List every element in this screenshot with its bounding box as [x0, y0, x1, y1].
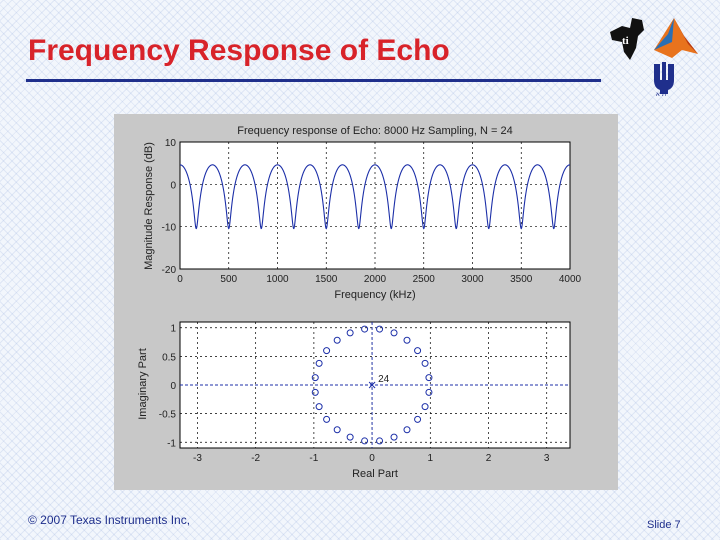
zero-marker	[333, 336, 341, 344]
magnitude-chart-title: Frequency response of Echo: 8000 Hz Samp…	[237, 125, 512, 137]
logo-group: ti ת"א	[610, 18, 698, 96]
zero-marker	[376, 437, 384, 445]
pole-zero-grid: -3 -2 -1 0 1 2 3 1 0.5 0 -0.5 -1	[159, 322, 570, 464]
footer-slide-number: Slide 7	[647, 519, 681, 531]
pole-zero-x-axis-label: Real Part	[352, 468, 398, 480]
magnitude-plot-area	[179, 141, 571, 270]
magnitude-x-tick-label: 1000	[266, 274, 289, 285]
zero-marker	[361, 325, 369, 333]
zero-marker	[311, 374, 319, 382]
zero-marker	[425, 374, 433, 382]
zero-marker	[425, 388, 433, 396]
magnitude-y-tick-label: 10	[165, 138, 177, 149]
zero-marker	[323, 347, 331, 355]
zero-marker	[421, 359, 429, 367]
zero-marker	[403, 426, 411, 434]
magnitude-x-tick-label: 2000	[364, 274, 387, 285]
zero-marker	[315, 359, 323, 367]
title-underline	[26, 79, 601, 82]
zero-marker	[414, 347, 422, 355]
matlab-logo	[654, 18, 698, 58]
pole-zero-y-tick-label: 0.5	[162, 352, 176, 363]
pole-zero-x-tick-label: 3	[544, 453, 550, 464]
pole-zero-x-tick-label: -1	[309, 453, 318, 464]
magnitude-x-tick-label: 500	[220, 274, 237, 285]
pole-zero-y-tick-label: -1	[167, 438, 176, 449]
svg-text:ת"א: ת"א	[656, 92, 666, 96]
zero-marker	[361, 437, 369, 445]
pole-marker	[368, 381, 376, 389]
slide-title: Frequency Response of Echo	[28, 34, 450, 67]
footer-copyright: © 2007 Texas Instruments Inc,	[28, 513, 191, 527]
pole-zero-x-tick-label: -3	[193, 453, 202, 464]
svg-text:ti: ti	[622, 35, 629, 47]
zero-marker	[315, 403, 323, 411]
magnitude-response-line	[179, 164, 571, 230]
magnitude-x-tick-label: 2500	[413, 274, 436, 285]
zero-marker	[333, 426, 341, 434]
pole-zero-marks: 24	[180, 322, 570, 448]
pole-zero-x-tick-label: 1	[428, 453, 434, 464]
magnitude-marks	[179, 164, 571, 230]
zero-marker	[376, 325, 384, 333]
pole-multiplicity-label: 24	[378, 374, 390, 385]
zero-marker	[346, 433, 354, 441]
zero-marker	[311, 388, 319, 396]
magnitude-y-tick-label: -20	[162, 265, 177, 276]
zero-marker	[414, 415, 422, 423]
magnitude-y-tick-label: -10	[162, 223, 177, 234]
pole-zero-y-tick-label: 1	[170, 324, 176, 335]
zero-marker	[421, 403, 429, 411]
magnitude-x-tick-label: 3000	[461, 274, 484, 285]
magnitude-y-axis-label: Magnitude Response (dB)	[143, 142, 155, 270]
zero-marker	[403, 336, 411, 344]
magnitude-x-tick-label: 4000	[559, 274, 582, 285]
zero-marker	[390, 433, 398, 441]
pole-zero-y-tick-label: 0	[170, 381, 176, 392]
pole-zero-y-tick-label: -0.5	[159, 410, 177, 421]
zero-marker	[323, 415, 331, 423]
texas-instruments-logo: ti	[610, 18, 644, 60]
pole-zero-y-axis-label: Imaginary Part	[137, 348, 149, 420]
magnitude-y-tick-label: 0	[170, 180, 176, 191]
pole-zero-x-tick-label: 0	[369, 453, 375, 464]
zero-marker	[390, 329, 398, 337]
tel-aviv-university-logo: ת"א	[654, 62, 674, 96]
zero-marker	[346, 329, 354, 337]
matlab-figure-panel: 0 500 1000 1500 2000 2500 3000 3500 4000 10 0 -10 -2…	[114, 114, 618, 490]
pole-zero-x-tick-label: -2	[251, 453, 260, 464]
magnitude-x-tick-label: 3500	[510, 274, 533, 285]
pole-zero-x-tick-label: 2	[486, 453, 492, 464]
figure-svg: 0 500 1000 1500 2000 2500 3000 3500 4000100-10-2…	[137, 125, 582, 480]
magnitude-grid: 0 500 1000 1500 2000 2500 3000 3500 4000 10 0 -10 -2…	[162, 138, 582, 285]
magnitude-x-tick-label: 1500	[315, 274, 338, 285]
magnitude-x-axis-label: Frequency (kHz)	[334, 289, 415, 301]
magnitude-x-tick-label: 0	[177, 274, 183, 285]
